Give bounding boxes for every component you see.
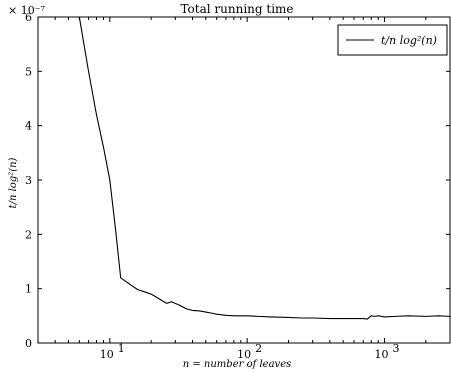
x-tick-exponent: 2: [255, 342, 262, 355]
y-multiplier: × 10⁻⁷: [8, 4, 46, 17]
y-axis: 0 1 2 3 4 5 6: [25, 11, 450, 350]
y-tick-label: 4: [25, 120, 32, 133]
x-tick-label: 10: [237, 348, 251, 361]
x-tick-label: 10: [100, 348, 114, 361]
x-tick-label: 10: [374, 348, 388, 361]
legend: t/n log²(n): [337, 24, 448, 56]
x-axis-label: n = number of leaves: [183, 359, 292, 370]
legend-label: t/n log²(n): [381, 34, 437, 47]
y-tick-label: 5: [25, 65, 32, 78]
series-group: [78, 16, 451, 320]
y-tick-label: 6: [25, 11, 32, 24]
y-tick-label: 3: [25, 174, 32, 187]
x-tick-exponent: 1: [118, 342, 125, 355]
y-axis-label: t/n log²(n): [8, 157, 19, 208]
y-tick-label: 0: [25, 337, 32, 350]
series-line: [78, 16, 451, 320]
plot-frame: [37, 16, 451, 344]
x-tick-exponent: 3: [392, 342, 399, 355]
plot-area-border: [37, 16, 451, 344]
x-axis: 10 1 10 2 10 3: [37, 17, 451, 361]
chart-title: Total running time: [180, 2, 293, 16]
y-tick-label: 1: [25, 283, 32, 296]
y-tick-label: 2: [25, 228, 32, 241]
